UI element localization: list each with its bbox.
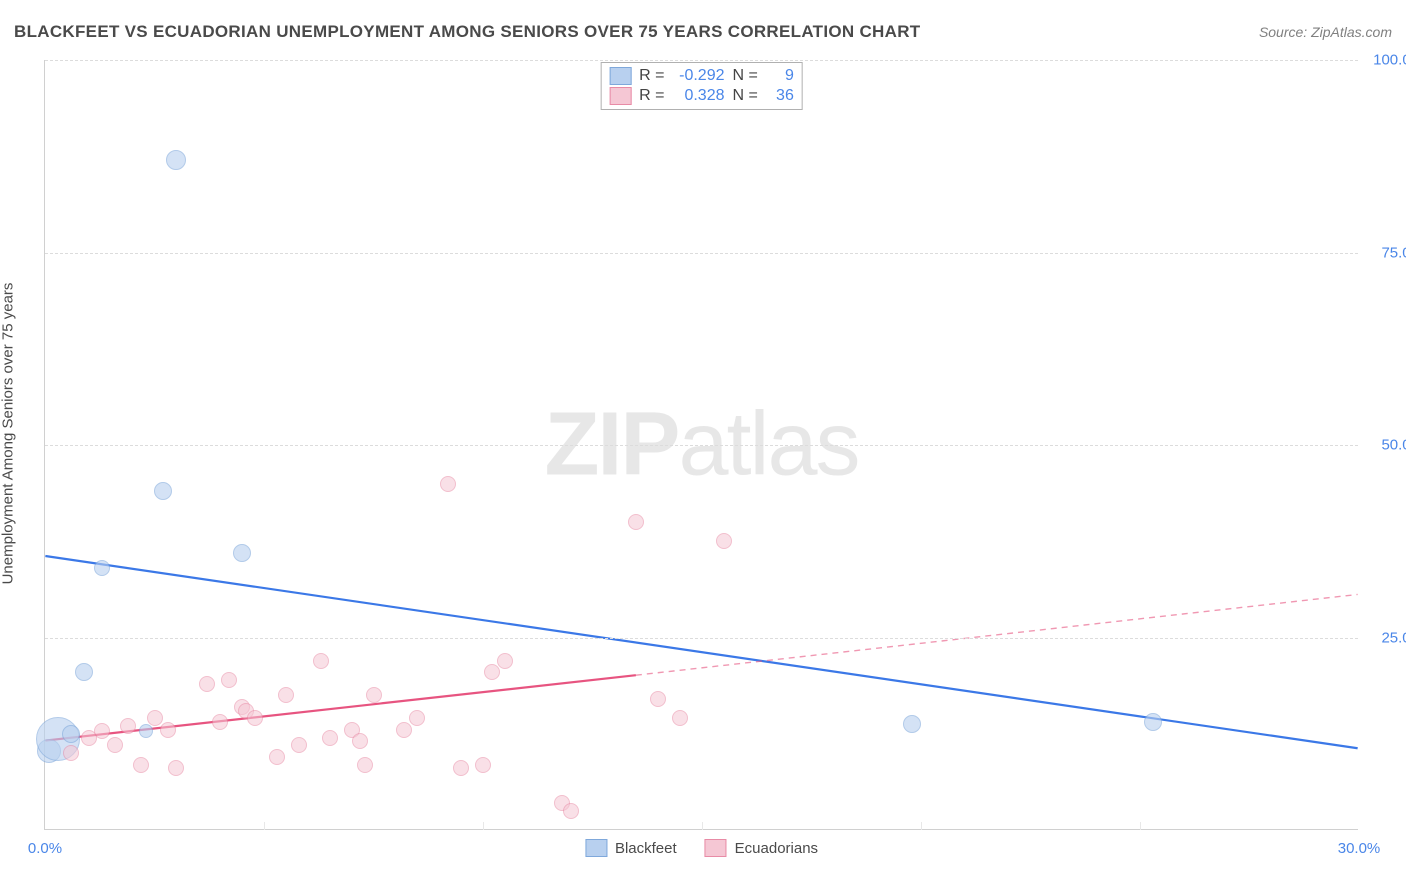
xtick-label: 30.0% xyxy=(1338,840,1381,857)
data-point-ecuadorians xyxy=(357,757,373,773)
data-point-ecuadorians xyxy=(716,533,732,549)
xtick-mark xyxy=(483,822,484,830)
ytick-label: 75.0% xyxy=(1364,244,1406,261)
data-point-ecuadorians xyxy=(120,718,136,734)
xtick-mark xyxy=(702,822,703,830)
gridline-h xyxy=(45,445,1358,446)
ytick-label: 100.0% xyxy=(1364,52,1406,69)
data-point-blackfeet xyxy=(62,725,80,743)
data-point-blackfeet xyxy=(903,715,921,733)
stats-r-label: R = xyxy=(639,67,664,85)
stats-n-value-1: 36 xyxy=(766,87,794,105)
stats-box: R = -0.292 N = 9 R = 0.328 N = 36 xyxy=(600,62,803,110)
data-point-ecuadorians xyxy=(147,710,163,726)
data-point-ecuadorians xyxy=(313,653,329,669)
data-point-ecuadorians xyxy=(672,710,688,726)
data-point-ecuadorians xyxy=(107,737,123,753)
data-point-blackfeet xyxy=(1144,713,1162,731)
scatter-chart: ZIPatlas R = -0.292 N = 9 R = 0.328 N = … xyxy=(44,60,1358,830)
data-point-ecuadorians xyxy=(168,760,184,776)
swatch-ecuadorians xyxy=(609,87,631,105)
data-point-ecuadorians xyxy=(440,476,456,492)
legend-label-0: Blackfeet xyxy=(615,840,677,857)
xtick-mark xyxy=(1140,822,1141,830)
data-point-ecuadorians xyxy=(94,723,110,739)
gridline-h xyxy=(45,60,1358,61)
data-point-ecuadorians xyxy=(475,757,491,773)
data-point-ecuadorians xyxy=(212,714,228,730)
data-point-ecuadorians xyxy=(63,745,79,761)
xtick-mark xyxy=(264,822,265,830)
stats-n-label: N = xyxy=(733,87,758,105)
chart-header: BLACKFEET VS ECUADORIAN UNEMPLOYMENT AMO… xyxy=(14,22,1392,42)
data-point-blackfeet xyxy=(94,560,110,576)
data-point-ecuadorians xyxy=(352,733,368,749)
y-axis-label: Unemployment Among Seniors over 75 years xyxy=(0,283,17,585)
data-point-ecuadorians xyxy=(221,672,237,688)
y-axis-label-container: Unemployment Among Seniors over 75 years xyxy=(8,200,34,650)
chart-title: BLACKFEET VS ECUADORIAN UNEMPLOYMENT AMO… xyxy=(14,22,920,42)
data-point-ecuadorians xyxy=(396,722,412,738)
stats-n-value-0: 9 xyxy=(766,67,794,85)
data-point-ecuadorians xyxy=(291,737,307,753)
data-point-blackfeet xyxy=(75,663,93,681)
stats-r-label: R = xyxy=(639,87,664,105)
legend-swatch-blackfeet xyxy=(585,839,607,857)
ytick-label: 25.0% xyxy=(1364,629,1406,646)
data-point-ecuadorians xyxy=(650,691,666,707)
stats-row-blackfeet: R = -0.292 N = 9 xyxy=(609,66,794,86)
data-point-ecuadorians xyxy=(409,710,425,726)
data-point-ecuadorians xyxy=(563,803,579,819)
data-point-blackfeet xyxy=(154,482,172,500)
data-point-ecuadorians xyxy=(269,749,285,765)
legend-item-blackfeet: Blackfeet xyxy=(585,839,677,857)
xtick-mark xyxy=(921,822,922,830)
data-point-blackfeet xyxy=(139,724,153,738)
gridline-h xyxy=(45,638,1358,639)
data-point-blackfeet xyxy=(166,150,186,170)
data-point-ecuadorians xyxy=(628,514,644,530)
data-point-ecuadorians xyxy=(484,664,500,680)
data-point-blackfeet xyxy=(233,544,251,562)
data-point-ecuadorians xyxy=(453,760,469,776)
stats-r-value-0: -0.292 xyxy=(673,67,725,85)
xtick-label: 0.0% xyxy=(28,840,62,857)
gridline-h xyxy=(45,253,1358,254)
legend: Blackfeet Ecuadorians xyxy=(585,839,818,857)
data-point-ecuadorians xyxy=(199,676,215,692)
data-point-ecuadorians xyxy=(322,730,338,746)
data-point-ecuadorians xyxy=(366,687,382,703)
stats-r-value-1: 0.328 xyxy=(673,87,725,105)
stats-n-label: N = xyxy=(733,67,758,85)
data-point-ecuadorians xyxy=(247,710,263,726)
legend-swatch-ecuadorians xyxy=(705,839,727,857)
data-point-ecuadorians xyxy=(278,687,294,703)
chart-source: Source: ZipAtlas.com xyxy=(1259,24,1392,40)
legend-label-1: Ecuadorians xyxy=(735,840,818,857)
ytick-label: 50.0% xyxy=(1364,437,1406,454)
swatch-blackfeet xyxy=(609,67,631,85)
regression-extension-ecuadorians xyxy=(636,594,1358,675)
data-point-ecuadorians xyxy=(497,653,513,669)
legend-item-ecuadorians: Ecuadorians xyxy=(705,839,818,857)
data-point-ecuadorians xyxy=(133,757,149,773)
stats-row-ecuadorians: R = 0.328 N = 36 xyxy=(609,86,794,106)
data-point-ecuadorians xyxy=(160,722,176,738)
